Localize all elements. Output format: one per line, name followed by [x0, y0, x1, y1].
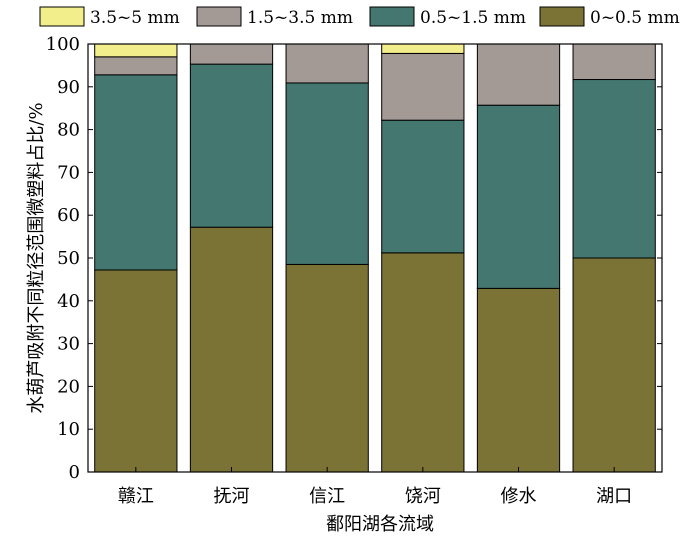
- y-tick-label: 0: [69, 462, 80, 483]
- bar-segment-5-1: [572, 79, 656, 259]
- bar-segment-0-0: [94, 269, 178, 473]
- x-tick-label: 湖口: [596, 486, 632, 507]
- x-tick-label: 修水: [501, 486, 537, 507]
- x-tick-label: 抚河: [214, 486, 250, 507]
- bar-segment-2-2: [285, 43, 369, 84]
- y-tick-label: 70: [57, 162, 80, 183]
- legend-swatch: [539, 6, 585, 27]
- legend: 3.5~5 mm 1.5~3.5 mm 0.5~1.5 mm 0~0.5 mm: [39, 6, 680, 28]
- y-tick-label: 80: [57, 120, 80, 141]
- legend-label: 0~0.5 mm: [590, 8, 680, 28]
- bar-segment-0-2: [94, 56, 178, 76]
- y-tick-label: 10: [57, 419, 80, 440]
- bar-segment-4-0: [476, 287, 561, 473]
- y-tick-label: 90: [57, 77, 80, 98]
- y-tick-label: 60: [57, 205, 80, 226]
- bar-segment-3-3: [381, 43, 465, 54]
- bar-segment-4-1: [476, 104, 561, 289]
- bar-segment-3-2: [381, 52, 465, 121]
- legend-label: 1.5~3.5 mm: [247, 8, 353, 28]
- x-tick-label: 饶河: [405, 486, 441, 507]
- bar-segment-3-0: [381, 252, 465, 473]
- bars: [94, 43, 656, 473]
- bar-segment-1-1: [189, 63, 274, 228]
- bar-segment-3-1: [381, 119, 465, 254]
- bar-segment-0-1: [94, 74, 178, 271]
- y-tick-label: 40: [57, 291, 80, 312]
- y-tick-label: 100: [46, 34, 80, 55]
- bar-segment-1-0: [189, 226, 274, 473]
- y-tick-label: 20: [57, 376, 80, 397]
- legend-swatch: [39, 6, 85, 27]
- axes: 赣江 抚河 信江 饶河 修水 湖口 0 10 20 30 40 50 60 70 80 90 100: [46, 34, 663, 507]
- y-tick-label: 30: [57, 334, 80, 355]
- legend-label: 0.5~1.5 mm: [420, 8, 526, 28]
- legend-swatch: [369, 6, 415, 27]
- bar-segment-0-3: [94, 43, 178, 58]
- x-axis-label: 鄱阳湖各流域: [326, 514, 434, 535]
- legend-label: 3.5~5 mm: [90, 8, 180, 28]
- y-tick-label: 50: [57, 248, 80, 269]
- bar-segment-2-1: [285, 82, 369, 265]
- bar-segment-1-2: [189, 43, 274, 65]
- y-axis-label: 水葫芦吸附不同粒径范围微塑料占比/%: [26, 102, 47, 413]
- legend-swatch: [196, 6, 242, 27]
- plot-frame: [87, 43, 663, 473]
- bar-segment-5-2: [572, 43, 656, 81]
- bar-segment-4-2: [476, 43, 561, 106]
- bar-segment-2-0: [285, 263, 369, 473]
- bar-segment-5-0: [572, 257, 656, 473]
- x-tick-label: 赣江: [118, 486, 154, 507]
- x-tick-label: 信江: [309, 486, 345, 507]
